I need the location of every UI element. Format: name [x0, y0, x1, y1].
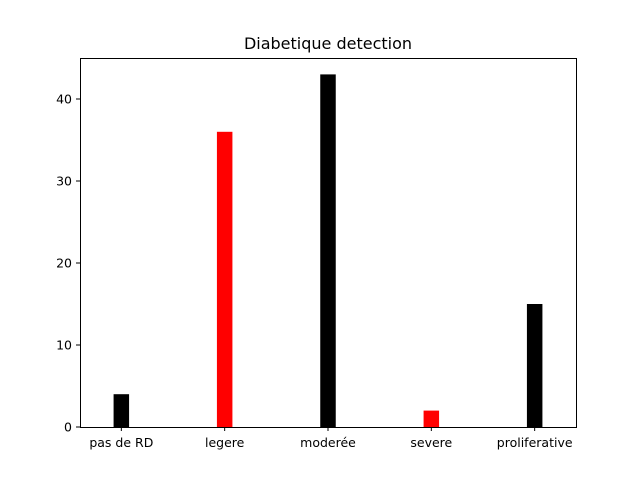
y-axis: 0 10 20 30 40: [56, 92, 80, 435]
bar-0: [113, 394, 130, 427]
y-tick-label: 40: [56, 92, 72, 107]
bar-2: [320, 74, 336, 428]
x-tick-label: proliferative: [497, 435, 573, 450]
x-tick-label: legere: [205, 435, 245, 450]
bar-1: [216, 131, 233, 428]
bar-3: [423, 410, 440, 427]
x-tick-label: moderée: [300, 435, 356, 450]
chart-title: Diabetique detection: [244, 34, 412, 53]
x-tick-label: pas de RD: [89, 435, 153, 450]
y-tick-label: 10: [56, 338, 72, 353]
x-axis: pas de RD legere moderée severe proliferativ…: [89, 427, 573, 450]
bars-group: [113, 74, 543, 428]
y-tick-label: 30: [56, 174, 72, 189]
plot-frame: [80, 58, 577, 428]
bar-4: [526, 304, 543, 427]
y-tick-label: 0: [64, 420, 72, 435]
x-tick-label: severe: [410, 435, 452, 450]
y-tick-label: 20: [56, 256, 72, 271]
